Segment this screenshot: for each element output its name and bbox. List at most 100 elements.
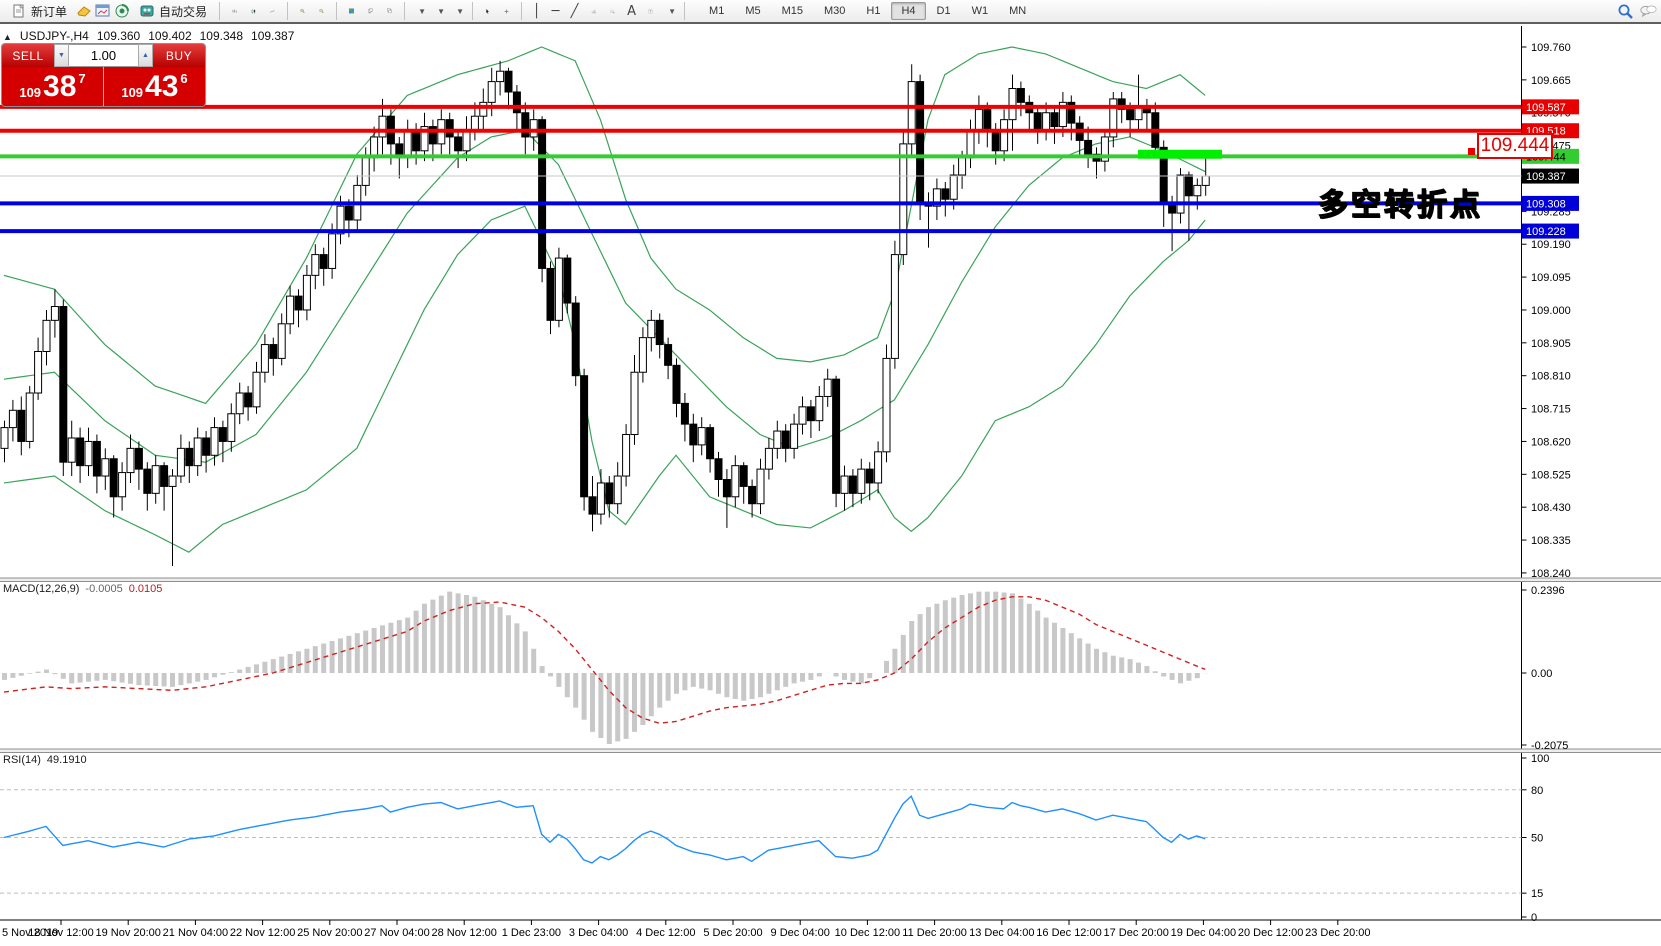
one-click-top-row: SELL ▼ ▲ BUY [2,44,205,67]
highlight-trend-segment[interactable] [1138,149,1222,159]
new-chart-icon[interactable]: ▼ [411,3,428,20]
sell-button[interactable]: SELL [2,44,54,67]
cascade-windows-icon[interactable] [362,3,379,20]
candle-body [521,112,530,138]
arrows-tool-icon[interactable]: ▼ [661,3,678,20]
time-axis-label: 11 Dec 20:00 [902,927,967,939]
cursor-tool-icon[interactable] [479,3,496,20]
zoom-out-icon[interactable] [313,3,330,20]
candle-body [134,447,143,470]
callout-anchor-icon[interactable] [1468,148,1475,155]
candle-body [706,427,715,460]
fibonacci-tool-icon[interactable]: F [604,3,621,20]
candle-body [773,430,782,449]
panel-frame [0,24,1661,946]
buy-button[interactable]: BUY [153,44,205,67]
arrange-windows-icon[interactable] [381,3,398,20]
candle-body [1117,98,1126,110]
candle-body [1016,88,1025,103]
candle-body [1193,184,1202,197]
rsi-panel: 100 80 50 15 0 [0,753,1549,924]
candle-body [949,174,958,200]
candle-body [479,101,488,117]
equidistant-channel-tool-icon[interactable]: E [585,3,602,20]
candle-body [109,458,118,498]
quote-high: 109.402 [148,29,192,43]
buy-price[interactable]: 109 43 6 [104,67,205,106]
vertical-line-tool-icon[interactable]: │ [532,3,541,19]
volume-decrease-button[interactable]: ▼ [54,44,69,67]
rsi-axis-label: 80 [1531,785,1543,797]
chat-icon[interactable] [1640,3,1657,20]
search-icon[interactable] [1617,3,1634,20]
candle-body [974,108,983,131]
volume-increase-button[interactable]: ▲ [138,44,153,67]
candle-body [160,465,169,487]
candle-body [1033,112,1042,131]
time-axis-label: 28 Nov 12:00 [431,927,496,939]
candle-body [1176,174,1185,214]
candle-body [286,295,295,325]
macd-indicator-label: MACD(12,26,9) -0.0005 0.0105 [3,583,162,595]
candle-body [840,475,849,494]
candle-body [714,458,723,480]
auto-trading-button[interactable]: 自动交易 [132,2,213,20]
time-axis-label: 16 Dec 12:00 [1036,927,1101,939]
candle-body [1201,175,1210,186]
market-watch-icon[interactable] [94,3,111,20]
horizontal-line-objects[interactable] [0,104,1522,234]
timeframe-group: M1 M5 M15 M30 H1 H4 D1 W1 MN [699,2,1036,20]
navigator-icon[interactable] [113,3,130,20]
candlestick-mode-icon[interactable] [245,3,262,20]
candle-body [790,423,799,449]
candle-body [1100,136,1109,162]
timeframe-button-h4[interactable]: H4 [891,2,926,20]
candle-body [143,468,152,494]
price-tick-label: 109.665 [1531,75,1571,87]
bar-chart-mode-icon[interactable] [226,3,243,20]
zoom-in-icon[interactable] [294,3,311,20]
chevron-down-icon: ▼ [456,6,464,16]
timeframe-button-m5[interactable]: M5 [745,5,761,17]
timeframe-button-h1[interactable]: H1 [866,5,881,17]
tile-windows-icon[interactable] [343,3,360,20]
candle-body [512,91,521,114]
crosshair-tool-icon[interactable] [498,3,515,20]
trendline-tool-icon[interactable]: ╱ [570,3,579,19]
period-clock-icon[interactable]: ▼ [430,3,447,20]
sell-price[interactable]: 109 38 7 [2,67,104,106]
toolbar-separator [219,2,221,20]
text-label-tool-icon[interactable]: T [642,3,659,20]
timeframe-button-m30[interactable]: M30 [824,5,846,17]
line-chart-mode-icon[interactable] [264,3,281,20]
timeframe-button-m15[interactable]: M15 [781,5,803,17]
time-axis-label: 3 Dec 04:00 [569,927,628,939]
timeframe-button-d1[interactable]: D1 [936,5,951,17]
horizontal-line-tool-icon[interactable]: ─ [551,3,560,19]
time-axis-label: 21 Nov 04:00 [163,927,228,939]
new-order-button[interactable]: 新订单 [4,2,73,20]
volume-input[interactable] [69,44,138,67]
profile-icon[interactable] [75,3,92,20]
candle-body [748,485,757,505]
toolbar-separator [521,2,523,20]
sell-price-big: 38 [43,69,77,103]
indicators-icon[interactable]: ▼ [449,3,466,20]
candle-body [470,115,479,131]
turning-point-annotation[interactable]: 多空转折点 [1317,188,1483,222]
timeframe-button-w1[interactable]: W1 [971,5,989,17]
price-callout-label[interactable]: 109.444 [1477,133,1553,159]
candle-body [630,371,639,436]
sell-price-prefix: 109 [19,85,42,100]
timeframe-button-m1[interactable]: M1 [709,5,725,17]
candle-body [378,115,387,138]
svg-text:E: E [594,12,596,14]
candle-body [403,129,412,159]
text-tool-icon[interactable]: A [627,3,636,19]
time-axis-label: 5 Nov 2019 [2,927,58,939]
time-axis-label: 9 Dec 04:00 [771,927,830,939]
timeframe-button-mn[interactable]: MN [1009,5,1027,17]
